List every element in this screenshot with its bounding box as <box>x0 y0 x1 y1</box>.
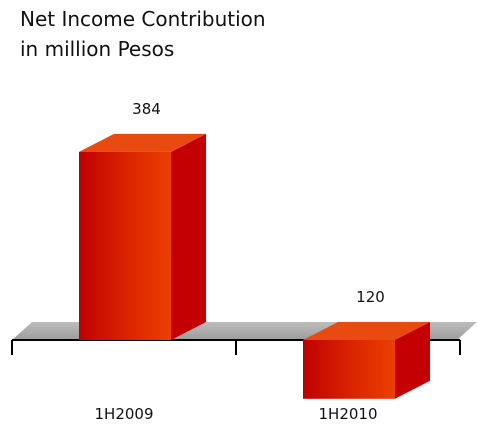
chart-subtitle: in million Pesos <box>20 37 174 61</box>
value-label: 120 <box>356 288 385 306</box>
bar-front <box>79 151 171 340</box>
x-tick-label: 1H2010 <box>319 405 378 423</box>
bar-side <box>171 133 206 340</box>
bar-top <box>303 322 430 340</box>
value-label: 384 <box>132 100 161 118</box>
bar <box>79 133 206 340</box>
x-tick-label: 1H2009 <box>95 405 154 423</box>
bar-front <box>303 340 395 399</box>
bar <box>303 322 430 399</box>
bar-side <box>395 322 430 399</box>
chart-title: Net Income Contribution <box>20 7 266 31</box>
bar-top <box>79 133 206 152</box>
